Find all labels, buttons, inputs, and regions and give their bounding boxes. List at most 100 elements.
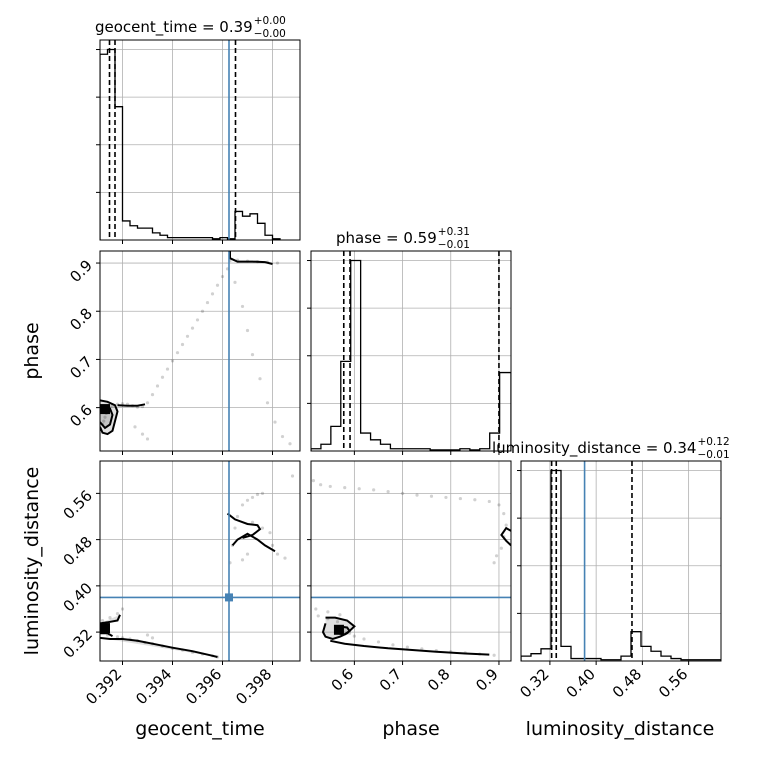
sample-point xyxy=(145,437,150,441)
sample-point xyxy=(245,552,250,556)
sample-point xyxy=(265,401,270,405)
panel-geocent_time-geocent_time-frame xyxy=(99,39,301,241)
title-upper-error: +0.31 xyxy=(438,226,470,238)
sample-point xyxy=(386,490,390,494)
contour-line xyxy=(100,614,121,625)
sample-point xyxy=(220,274,225,279)
y-axis-label-luminosity_distance: luminosity_distance xyxy=(21,467,43,656)
sample-point xyxy=(473,498,477,502)
text-layer: 0.6 0.7 0.8 0.9 0.392 0.394 0.396 0.398 0.32 0.40… xyxy=(21,15,730,740)
sample-point xyxy=(100,618,105,623)
plot-layer xyxy=(100,40,721,661)
sample-point xyxy=(280,434,285,439)
panel-luminosity_distance-phase-frame xyxy=(310,460,512,662)
sample-point xyxy=(233,280,237,284)
sample-point xyxy=(260,491,265,495)
sample-point xyxy=(497,503,501,507)
contour-line xyxy=(100,636,218,658)
sample-point xyxy=(115,635,120,639)
sample-point xyxy=(288,442,292,446)
sample-point xyxy=(240,558,245,562)
sample-point xyxy=(429,494,434,498)
x-tick-label: 0.7 xyxy=(376,665,406,695)
sample-point xyxy=(170,359,175,363)
title-lower-error: −0.01 xyxy=(438,239,470,251)
panel-luminosity_distance-luminosity_distance-frame xyxy=(520,460,722,662)
sample-point xyxy=(487,499,491,504)
histogram-luminosity_distance xyxy=(521,469,721,661)
sample-point xyxy=(103,415,107,419)
sample-point xyxy=(190,326,195,330)
sample-point xyxy=(195,318,200,322)
y-tick-label: 0.56 xyxy=(60,487,96,523)
sample-point xyxy=(140,432,145,436)
contour-line xyxy=(100,632,113,637)
sample-point xyxy=(240,503,245,507)
panel-geocent_time-geocent_time xyxy=(100,40,281,240)
sample-point xyxy=(400,491,405,495)
x-tick-label: 0.392 xyxy=(82,665,125,708)
sample-point xyxy=(102,419,106,423)
title-lower-error: −0.01 xyxy=(697,449,729,461)
sample-point xyxy=(362,637,366,641)
sample-point xyxy=(250,520,255,524)
title-lower-error: −0.00 xyxy=(254,28,286,40)
sample-point xyxy=(372,488,376,492)
sample-point xyxy=(250,495,255,500)
sample-point xyxy=(391,643,395,647)
y-tick-label: 0.6 xyxy=(66,401,96,431)
sample-point xyxy=(145,633,150,637)
sample-point xyxy=(504,523,508,527)
y-tick-label: 0.7 xyxy=(66,353,96,383)
sample-point xyxy=(275,552,280,556)
x-tick-label: 0.398 xyxy=(232,665,275,708)
title-upper-error: +0.00 xyxy=(254,15,286,27)
sample-point xyxy=(376,640,381,644)
x-tick-label: 0.9 xyxy=(472,665,502,695)
grid-layer xyxy=(100,40,721,661)
title-upper-error: +0.12 xyxy=(697,436,729,448)
sample-point xyxy=(240,304,245,309)
title-geocent_time: geocent_time = 0.39 +0.00−0.00 xyxy=(95,15,286,40)
sample-point xyxy=(316,614,320,618)
panel-luminosity_distance-geocent_time-frame xyxy=(99,460,301,662)
y-tick-label: 0.40 xyxy=(60,579,96,615)
sample-point xyxy=(314,607,318,611)
sample-point xyxy=(120,607,125,611)
contour-line xyxy=(226,512,262,539)
sample-point xyxy=(283,556,287,560)
panel-phase-phase xyxy=(311,251,511,451)
title-main: geocent_time = 0.39 xyxy=(95,18,253,37)
sample-point xyxy=(338,613,342,617)
panel-phase-geocent_time-frame xyxy=(99,250,301,452)
sample-point xyxy=(150,636,155,640)
contour-line xyxy=(117,403,146,407)
sample-point xyxy=(258,377,262,381)
sample-point xyxy=(215,283,220,287)
panel-luminosity_distance-luminosity_distance xyxy=(521,461,721,661)
sample-point xyxy=(245,328,250,333)
title-main: luminosity_distance = 0.34 xyxy=(492,439,696,458)
sample-point xyxy=(326,610,330,614)
sample-point xyxy=(145,401,150,405)
sample-point xyxy=(492,653,496,657)
contour-line xyxy=(330,639,490,656)
x-tick-label: 0.40 xyxy=(563,665,599,701)
sample-point xyxy=(357,487,361,491)
density-peak xyxy=(333,624,344,635)
x-tick-label: 0.394 xyxy=(132,665,175,708)
sample-point xyxy=(133,425,137,429)
sample-point xyxy=(273,420,277,424)
sample-point xyxy=(245,498,250,502)
sample-point xyxy=(311,479,316,483)
sample-point xyxy=(180,342,185,347)
sample-point xyxy=(343,485,347,490)
sample-point xyxy=(175,351,180,355)
x-tick-label: 0.6 xyxy=(328,665,358,695)
y-tick-label: 0.48 xyxy=(60,533,96,569)
x-axis-label-phase: phase xyxy=(382,718,439,740)
sample-point xyxy=(108,616,112,620)
title-main: phase = 0.59 xyxy=(336,229,437,247)
sample-point xyxy=(319,483,323,487)
sample-point xyxy=(499,546,503,550)
